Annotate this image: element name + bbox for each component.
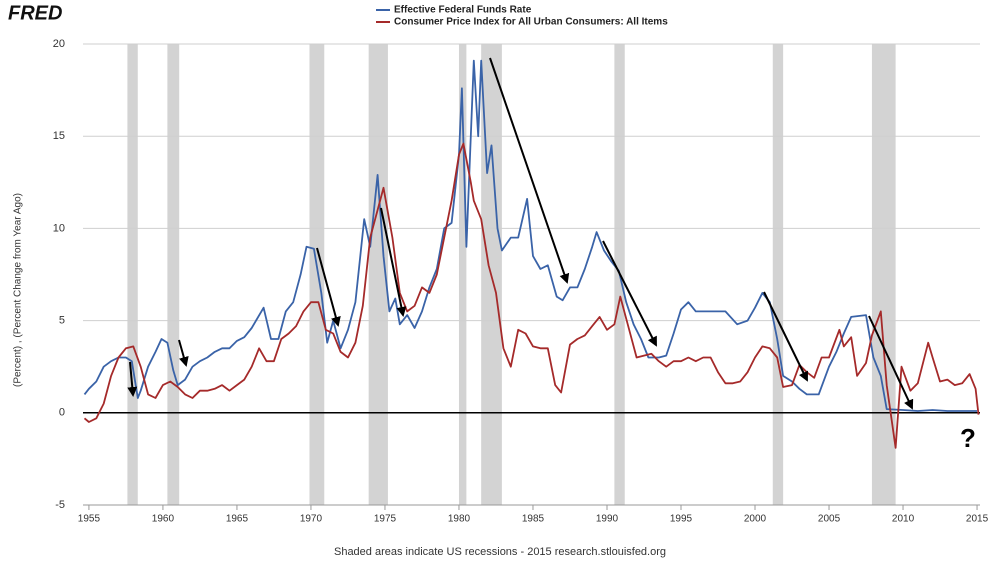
footnote: Shaded areas indicate US recessions - 20… [334, 546, 666, 558]
x-tick-label: 2000 [744, 514, 767, 525]
arrow [316, 247, 341, 327]
arrow [868, 315, 914, 410]
x-tick-label: 2010 [892, 514, 915, 525]
x-tick-label: 1970 [300, 514, 323, 525]
x-tick-label: 1985 [522, 514, 545, 525]
recession-band [368, 44, 388, 505]
x-tick-label: 1990 [596, 514, 619, 525]
x-tick-label: 1975 [374, 514, 397, 525]
series [83, 59, 980, 449]
y-tick-label: 15 [53, 130, 65, 142]
arrow [127, 361, 138, 397]
arrow [763, 291, 808, 382]
x-tick-label: 2005 [818, 514, 841, 525]
legend-label: Effective Federal Funds Rate [394, 5, 532, 16]
recession-band [127, 44, 138, 505]
arrow [380, 207, 407, 317]
x-tick-label: 1965 [226, 514, 249, 525]
logo: FRED [8, 2, 62, 24]
arrow [178, 339, 189, 367]
recession-band [167, 44, 180, 505]
annotation: ? [960, 423, 976, 453]
x-tick-label: 1955 [78, 514, 101, 525]
y-tick-label: -5 [55, 499, 65, 511]
arrows [127, 57, 914, 410]
y-tick-label: 10 [53, 222, 65, 234]
recession-band [871, 44, 896, 505]
x-tick-label: 1995 [670, 514, 693, 525]
y-tick-label: 20 [53, 38, 65, 50]
recession-band [772, 44, 784, 505]
x-tick-label: 2015 [966, 514, 989, 525]
series-line [83, 59, 977, 412]
arrow [602, 240, 657, 347]
y-axis-label: (Percent) , (Percent Change from Year Ag… [13, 193, 24, 387]
recession-band [309, 44, 325, 505]
x-tick-label: 1980 [448, 514, 471, 525]
y-tick-label: 0 [59, 407, 65, 419]
arrow [489, 57, 570, 284]
recession-band [458, 44, 467, 505]
legend-label: Consumer Price Index for All Urban Consu… [394, 17, 668, 28]
y-tick-label: 5 [59, 315, 65, 327]
x-tick-label: 1960 [152, 514, 175, 525]
grid: -5 0 5 10 15 20 1955 1960 1965 1970 1975 1980 1985 19… [53, 38, 989, 525]
series-line [83, 142, 980, 449]
